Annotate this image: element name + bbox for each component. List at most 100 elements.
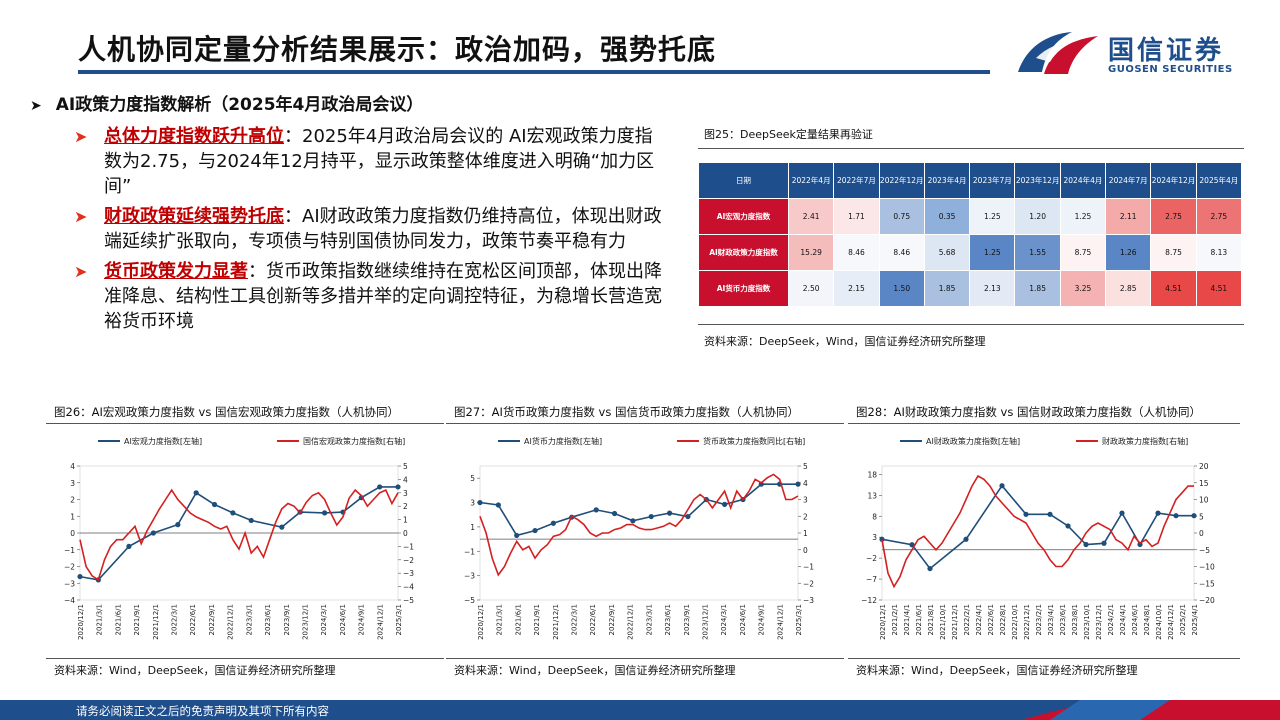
monetary-chart-svg: AI货币力度指数[左轴] 货币政策力度指数同比[右轴] 5 3 1 −1 −3 −5 5 4 3 2 1… [464,436,814,640]
x-tick-label: 2023/4/1 [1047,604,1055,635]
table-cell: 8.75 [1059,234,1107,271]
table-cell: 2.85 [1105,270,1152,307]
footer-disclaimer: 请务必阅读正文之后的免责声明及其项下所有内容 [76,704,329,718]
chart-source: 资料来源：Wind，DeepSeek，国信证券经济研究所整理 [856,664,1138,677]
row-label: AI宏观力度指数 [698,198,789,235]
series-point [999,483,1005,489]
series-point [514,532,520,539]
table-cell: 1.55 [1014,234,1061,271]
column-header: 2022年12月 [878,162,925,199]
chart-panel-monetary: 图27：AI货币政策力度指数 vs 国信货币政策力度指数（人机协同） AI货币力… [446,398,844,682]
table-cell: 1.25 [1059,198,1107,235]
table-cell: 2.41 [787,198,835,235]
right-tick-label: 20 [1199,462,1209,471]
series-point [1023,511,1029,517]
series-point [685,513,691,520]
x-tick-label: 2021/12/1 [951,604,959,640]
x-tick-label: 2022/12/1 [627,604,635,640]
section-heading: ➤ AI政策力度指数解析（2025年4月政治局会议） [30,90,423,115]
x-tick-label: 2021/12/1 [552,604,560,640]
right-tick-label: −5 [1199,546,1210,555]
right-tick-label: 1 [403,516,408,525]
x-tick-label: 2022/9/1 [608,604,616,635]
x-tick-label: 2024/12/1 [1167,604,1175,640]
right-tick-label: −3 [403,569,414,578]
x-tick-label: 2024/10/1 [1155,604,1163,640]
series-point [395,484,401,490]
x-tick-label: 2025/3/1 [395,604,403,635]
right-tick-label: 4 [403,475,408,484]
series-point [630,518,636,524]
bullet-lead: 总体力度指数跃升高位 [104,126,284,147]
column-header: 2024年12月 [1150,162,1197,199]
right-tick-label: 5 [1199,512,1204,521]
left-tick-label: 3 [70,479,75,488]
x-tick-label: 2022/6/1 [189,604,197,635]
table-corner-cell: 日期 [698,162,789,199]
chart-title: 图27：AI货币政策力度指数 vs 国信货币政策力度指数（人机协同） [454,405,799,419]
x-tick-label: 2022/6/1 [589,604,597,635]
series-line [881,484,1194,570]
left-tick-label: 4 [70,462,75,471]
x-tick-label: 2024/6/1 [1131,604,1139,635]
x-tick-label: 2020/12/1 [77,604,85,640]
series-line [79,488,399,582]
x-tick-label: 2021/8/1 [927,604,935,635]
right-tick-label: 3 [403,489,408,498]
left-tick-label: −2 [64,563,75,572]
right-tick-label: −5 [403,596,414,605]
brand-name-en: GUOSEN SECURITIES [1108,64,1233,75]
table-caption: 图25：DeepSeek定量结果再验证 [704,128,873,141]
series-point [126,543,132,549]
table-cell: 2.50 [787,270,835,307]
x-tick-label: 2024/2/1 [1107,604,1115,635]
x-tick-label: 2021/6/1 [514,604,522,635]
x-tick-label: 2023/8/1 [1071,604,1079,635]
table-cell: 4.51 [1195,270,1243,307]
column-header: 2024年4月 [1059,162,1107,199]
section-heading-text: AI政策力度指数解析（2025年4月政治局会议） [55,95,424,115]
x-tick-label: 2023/12/1 [701,604,709,640]
title-underline [78,70,990,74]
bullet-text: ：AI财政政策力度指数仍维持高位，体现出财政端延续扩张取向，专项债与特别国债协同… [104,206,662,252]
series-point [1119,510,1125,516]
left-tick-label: 5 [470,474,475,483]
table-cell: 15.29 [787,234,835,271]
x-tick-label: 2021/4/1 [903,604,911,635]
chart-title: 图28：AI财政政策力度指数 vs 国信财政政策力度指数（人机协同） [856,405,1201,419]
right-tick-label: −15 [1199,579,1215,588]
x-tick-label: 2021/9/1 [133,604,141,635]
table-cell: 4.51 [1150,270,1197,307]
right-tick-label: 0 [403,529,408,538]
right-tick-label: 3 [803,496,808,505]
legend-label: 货币政策力度指数同比[右轴] [703,436,805,446]
chart-top-rule [848,423,1240,424]
series-line [79,486,398,581]
table-top-rule [698,148,1244,149]
table-cell: 8.13 [1195,234,1243,271]
left-tick-label: 3 [872,533,877,542]
bullet-lead: 货币政策发力显著 [104,261,248,282]
left-tick-label: 3 [470,499,475,508]
series-point [611,510,618,517]
series-point [909,542,915,548]
table-source: 资料来源：DeepSeek，Wind，国信证券经济研究所整理 [704,335,986,348]
series-point [532,527,538,534]
series-point [230,510,236,516]
table-cell: 8.46 [833,234,880,271]
x-tick-label: 2024/8/1 [1143,604,1151,635]
table-cell: 1.85 [923,270,971,307]
series-point [722,501,728,507]
x-tick-label: 2024/9/1 [358,604,366,635]
table-cell: 1.25 [969,198,1016,235]
chart-source: 资料来源：Wind，DeepSeek，国信证券经济研究所整理 [454,664,736,677]
bullet-item: ➤ 财政政策延续强势托底：AI财政政策力度指数仍维持高位，体现出财政端延续扩张取… [74,204,664,254]
x-tick-label: 2024/12/1 [776,604,784,640]
chart-panel-fiscal: 图28：AI财政政策力度指数 vs 国信财政政策力度指数（人机协同） AI财政政… [848,398,1240,682]
bullet-item: ➤ 货币政策发力显著：货币政策指数继续维持在宽松区间顶部，体现出降准降息、结构性… [74,259,664,334]
x-tick-label: 2024/6/1 [339,604,347,635]
left-tick-label: −3 [464,572,475,581]
column-header: 2022年4月 [787,162,835,199]
arrow-bullet-icon: ➤ [74,207,88,226]
series-point [879,536,885,542]
